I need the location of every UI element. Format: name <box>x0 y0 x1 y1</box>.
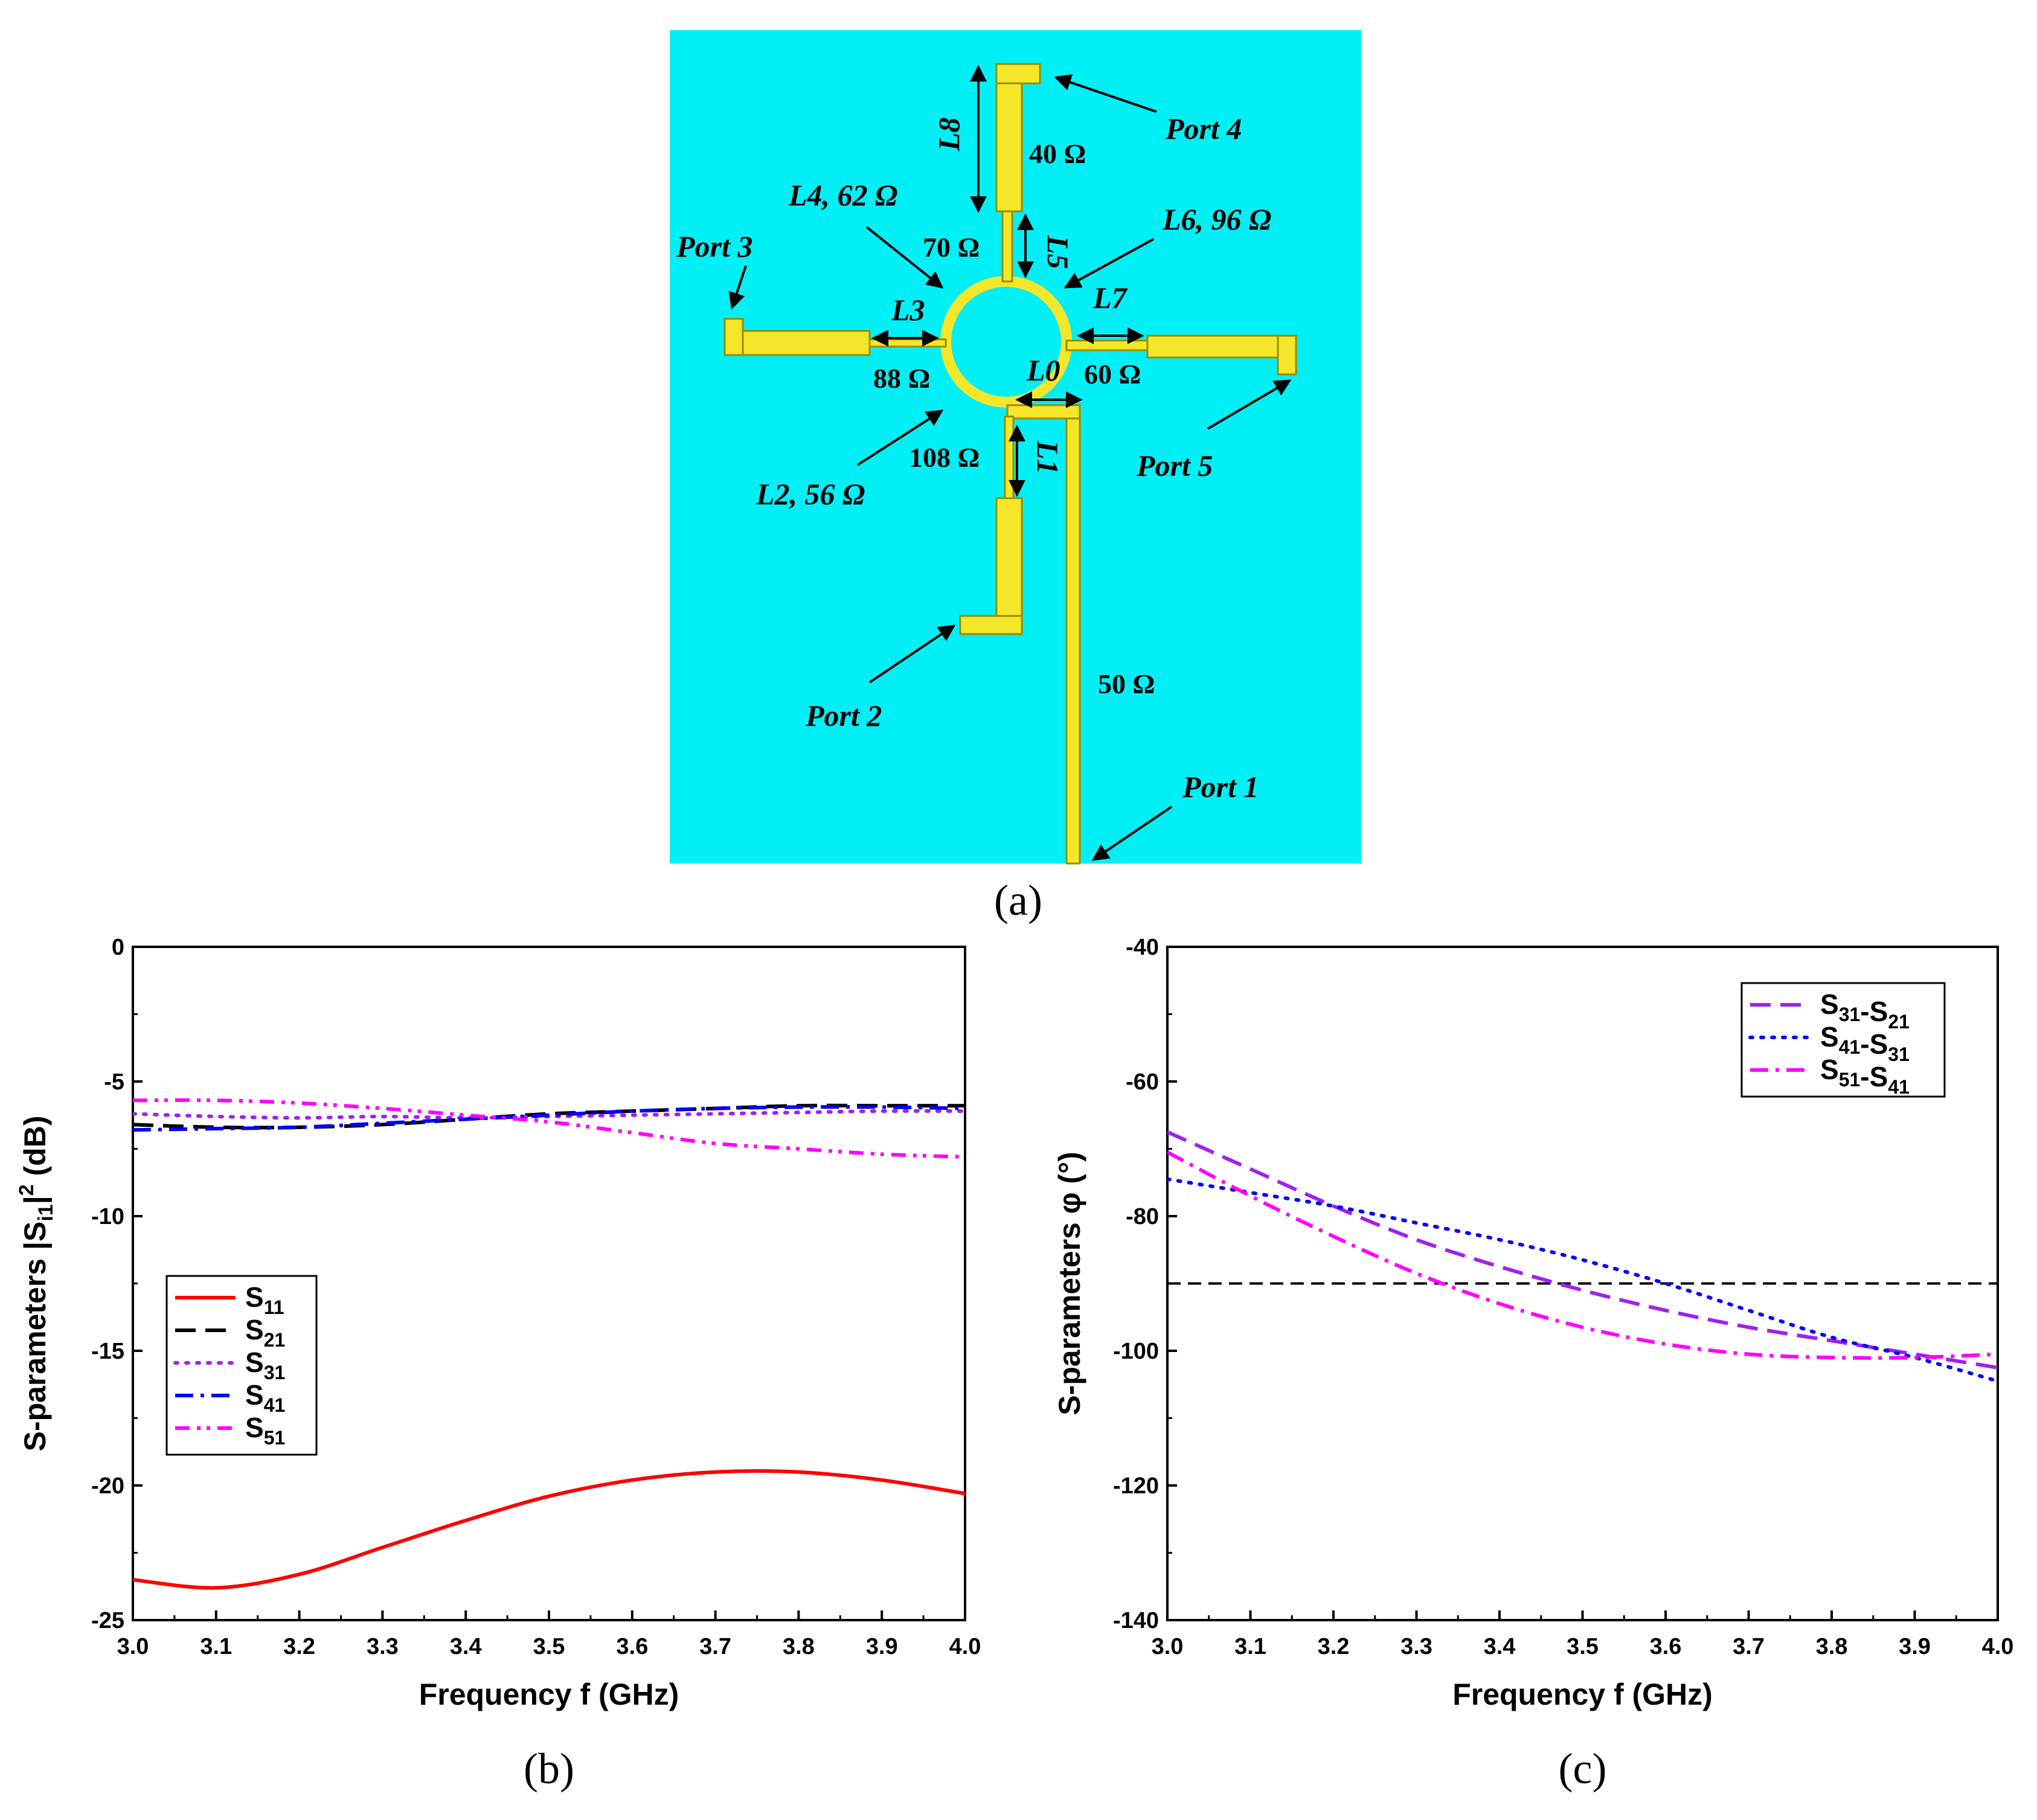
l1-line <box>1004 415 1015 499</box>
x-axis-label: Frequency f (GHz) <box>1452 1677 1713 1711</box>
l5-label: L5 <box>1041 235 1075 269</box>
legend-label: S31-S21 <box>1820 989 1910 1033</box>
x-tick-label: 3.8 <box>783 1634 815 1659</box>
l2-label: L2, 56 Ω <box>755 477 865 511</box>
port4-label: Port 4 <box>1165 112 1242 146</box>
series-line-s21 <box>133 1103 965 1130</box>
x-tick-label: 3.9 <box>1899 1634 1931 1659</box>
port5-label: Port 5 <box>1136 449 1213 482</box>
legend-label: S21 <box>245 1314 285 1351</box>
port1-label: Port 1 <box>1182 770 1259 804</box>
x-tick-label: 3.1 <box>200 1634 232 1659</box>
l4-label: L4, 62 Ω <box>788 178 897 212</box>
port3-label: Port 3 <box>676 229 752 263</box>
x-tick-label: 3.7 <box>699 1634 731 1659</box>
y-tick-label: -140 <box>1113 1608 1159 1633</box>
x-tick-label: 3.0 <box>117 1634 149 1659</box>
impedance-108ohm: 108 Ω <box>909 442 980 473</box>
x-tick-label: 3.9 <box>866 1634 898 1659</box>
legend-label: S11 <box>245 1281 284 1318</box>
x-tick-label: 3.3 <box>367 1634 399 1659</box>
legend-box <box>165 1275 318 1456</box>
port2-label: Port 2 <box>805 699 882 732</box>
l0-line <box>1006 404 1081 420</box>
x-axis-label: Frequency f (GHz) <box>419 1677 679 1711</box>
x-tick-label: 3.5 <box>1567 1634 1599 1659</box>
port4-stub <box>995 63 1023 213</box>
dimension-arrows <box>728 65 1292 861</box>
series-line-s51 <box>133 1098 965 1159</box>
y-axis-label: S-parameters φ (°) <box>1053 1152 1086 1415</box>
y-tick-label: -25 <box>91 1608 124 1633</box>
series-line-s31-s21 <box>1167 1130 1998 1370</box>
x-tick-label: 3.1 <box>1234 1634 1266 1659</box>
port1-line-50ohm <box>1065 404 1081 865</box>
port3-pad <box>723 318 744 356</box>
series-line-s41 <box>133 1105 965 1132</box>
x-tick-label: 3.6 <box>1650 1634 1682 1659</box>
legend-label: S41 <box>245 1379 285 1416</box>
impedance-70ohm: 70 Ω <box>923 232 980 263</box>
legend-label: S51 <box>245 1412 285 1449</box>
series-line-s41-s31 <box>1167 1177 1998 1383</box>
y-tick-label: 0 <box>112 935 124 960</box>
series-line-s51-s41 <box>1167 1150 1998 1360</box>
x-tick-label: 4.0 <box>1982 1634 2014 1659</box>
chart-c: 3.0 3.1 3.2 3.3 3.4 3.5 3.6 3.7 3.8 3.9 4.0 -40 -60 -… <box>1053 935 2013 1793</box>
y-tick-label: -20 <box>91 1473 124 1499</box>
y-tick-label: -5 <box>104 1069 124 1095</box>
port5-stub <box>1146 335 1296 359</box>
legend-label: S51-S41 <box>1820 1054 1910 1098</box>
diagram-panel: Port 4 Port 3 Port 5 Port 2 Port 1 L8 L5… <box>670 30 1361 924</box>
impedance-88ohm: 88 Ω <box>873 363 930 394</box>
l8-label: L8 <box>932 117 966 152</box>
x-tick-label: 3.2 <box>1318 1634 1350 1659</box>
caption-b: (b) <box>524 1745 574 1793</box>
l1-label: L1 <box>1031 440 1065 475</box>
legend-label: S31 <box>245 1347 285 1383</box>
x-tick-label: 3.0 <box>1152 1634 1184 1659</box>
impedance-50ohm: 50 Ω <box>1098 668 1155 699</box>
y-tick-label: -120 <box>1113 1473 1159 1499</box>
l3-line <box>868 338 947 348</box>
port3-stub <box>723 330 871 356</box>
port4-pad <box>995 63 1041 85</box>
l0-label: L0 <box>1026 353 1060 387</box>
y-tick-label: -60 <box>1126 1069 1159 1095</box>
l3-label: L3 <box>891 293 925 327</box>
caption-c: (c) <box>1559 1745 1607 1793</box>
x-tick-label: 3.7 <box>1733 1634 1765 1659</box>
y-tick-label: -100 <box>1113 1339 1159 1364</box>
port5-pad <box>1277 335 1297 376</box>
y-tick-label: -15 <box>91 1339 124 1364</box>
x-tick-label: 3.5 <box>533 1634 565 1659</box>
caption-a: (a) <box>994 876 1042 924</box>
x-tick-label: 3.6 <box>616 1634 648 1659</box>
impedance-60ohm: 60 Ω <box>1084 359 1141 389</box>
l6-label: L6, 96 Ω <box>1162 202 1271 236</box>
x-tick-label: 3.4 <box>450 1634 482 1659</box>
x-tick-label: 3.8 <box>1816 1634 1848 1659</box>
y-tick-label: -80 <box>1126 1204 1159 1229</box>
series-line-s11 <box>133 1469 965 1590</box>
l5-line <box>1001 210 1013 283</box>
l7-line <box>1065 339 1149 351</box>
port2-stub <box>995 497 1023 635</box>
l7-label: L7 <box>1092 281 1128 315</box>
x-tick-label: 3.2 <box>283 1634 315 1659</box>
x-tick-label: 4.0 <box>949 1634 981 1659</box>
legend-box <box>1740 982 1946 1098</box>
impedance-40ohm: 40 Ω <box>1029 138 1086 169</box>
x-tick-label: 3.3 <box>1400 1634 1432 1659</box>
x-tick-label: 3.4 <box>1484 1634 1516 1659</box>
y-tick-label: -40 <box>1126 935 1159 960</box>
port2-pad <box>959 615 1023 635</box>
y-tick-label: -10 <box>91 1204 124 1229</box>
chart-b: 3.0 3.1 3.2 3.3 3.4 3.5 3.6 3.7 3.8 3.9 4.0 0 -5 -10 -… <box>15 935 981 1793</box>
y-axis-label: S-parameters |Si1|2 (dB) <box>15 1116 57 1452</box>
legend-label: S41-S31 <box>1820 1021 1910 1065</box>
